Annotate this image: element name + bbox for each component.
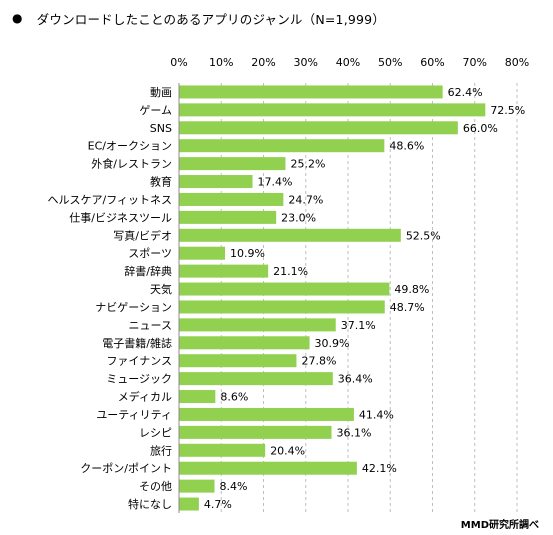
- data-label: 62.4%: [448, 86, 483, 99]
- data-label: 8.6%: [220, 391, 248, 404]
- bar: [179, 300, 385, 314]
- category-label: 写真/ビデオ: [113, 228, 172, 242]
- data-label: 41.4%: [359, 408, 394, 421]
- data-label: 36.1%: [337, 426, 372, 439]
- bar: [179, 175, 253, 189]
- data-label: 25.2%: [290, 158, 325, 171]
- x-tick-label: 80%: [505, 56, 529, 69]
- category-label: 教育: [150, 175, 172, 189]
- bar: [179, 390, 216, 404]
- bullet-icon: ●: [12, 11, 23, 25]
- data-label: 66.0%: [463, 122, 498, 135]
- bar: [179, 318, 336, 332]
- bar: [179, 282, 390, 296]
- chart-title-row: ● ダウンロードしたことのあるアプリのジャンル（N=1,999）: [12, 8, 385, 28]
- data-label: 37.1%: [341, 319, 376, 332]
- x-tick-label: 0%: [170, 56, 187, 69]
- bar: [179, 479, 215, 493]
- data-label: 8.4%: [219, 480, 247, 493]
- data-label: 52.5%: [406, 229, 441, 242]
- category-label: メディカル: [118, 390, 172, 404]
- category-label: クーポン/ポイント: [80, 462, 172, 475]
- category-label: ヘルスケア/フィットネス: [48, 193, 173, 206]
- data-label: 24.7%: [288, 193, 323, 206]
- data-label: 10.9%: [230, 247, 265, 260]
- bar: [179, 85, 443, 99]
- bar: [179, 121, 458, 135]
- bar: [179, 425, 332, 439]
- bar: [179, 157, 286, 171]
- bar: [179, 443, 266, 457]
- chart-title: ダウンロードしたことのあるアプリのジャンル（N=1,999）: [36, 11, 386, 27]
- x-tick-label: 70%: [463, 56, 487, 69]
- category-label: その他: [139, 480, 172, 493]
- data-label: 72.5%: [490, 104, 525, 117]
- data-label: 48.6%: [389, 140, 424, 153]
- x-tick-label: 50%: [378, 56, 402, 69]
- category-label: ナビゲーション: [95, 301, 172, 314]
- category-label: ゲーム: [139, 104, 172, 117]
- data-label: 30.9%: [315, 337, 350, 350]
- category-label: レシピ: [139, 426, 172, 439]
- category-label: EC/オークション: [88, 140, 172, 153]
- bar: [179, 192, 284, 206]
- category-label: 辞書/辞典: [124, 264, 172, 278]
- data-label: 21.1%: [273, 265, 308, 278]
- bar: [179, 264, 269, 278]
- data-label: 4.7%: [204, 498, 232, 511]
- x-tick-label: 20%: [251, 56, 275, 69]
- data-label: 42.1%: [362, 462, 397, 475]
- category-label: 外食/レストラン: [91, 157, 172, 171]
- category-label: SNS: [150, 122, 172, 135]
- category-label: ファイナンス: [106, 355, 172, 368]
- data-label: 20.4%: [270, 444, 305, 457]
- category-label: ニュース: [129, 319, 172, 332]
- bar: [179, 246, 226, 260]
- data-label: 27.8%: [301, 355, 336, 368]
- data-label: 36.4%: [338, 373, 373, 386]
- x-tick-label: 40%: [336, 56, 360, 69]
- category-label: 動画: [150, 85, 172, 99]
- bar: [179, 407, 354, 421]
- bar: [179, 139, 385, 153]
- data-label: 49.8%: [394, 283, 429, 296]
- data-label: 23.0%: [281, 211, 316, 224]
- data-label: 17.4%: [258, 176, 293, 189]
- category-label: スポーツ: [128, 247, 172, 260]
- category-label: ミュージック: [106, 373, 172, 386]
- category-label: 仕事/ビジネスツール: [69, 211, 172, 224]
- bar: [179, 228, 401, 242]
- category-label: 特になし: [128, 497, 172, 511]
- bar: [179, 497, 199, 511]
- bar: [179, 336, 310, 350]
- bar: [179, 354, 297, 368]
- bar: [179, 210, 277, 224]
- x-tick-label: 30%: [294, 56, 318, 69]
- category-label: 天気: [150, 282, 172, 296]
- category-label: ユーティリティ: [96, 408, 172, 421]
- data-label: 48.7%: [390, 301, 425, 314]
- category-label: 旅行: [150, 443, 172, 457]
- x-tick-label: 60%: [420, 56, 444, 69]
- category-label: 電子書籍/雑誌: [102, 336, 172, 350]
- bar: [179, 461, 357, 475]
- bar: [179, 103, 486, 117]
- bar: [179, 372, 333, 386]
- source-note: MMD研究所調べ: [460, 520, 539, 531]
- x-tick-label: 10%: [209, 56, 233, 69]
